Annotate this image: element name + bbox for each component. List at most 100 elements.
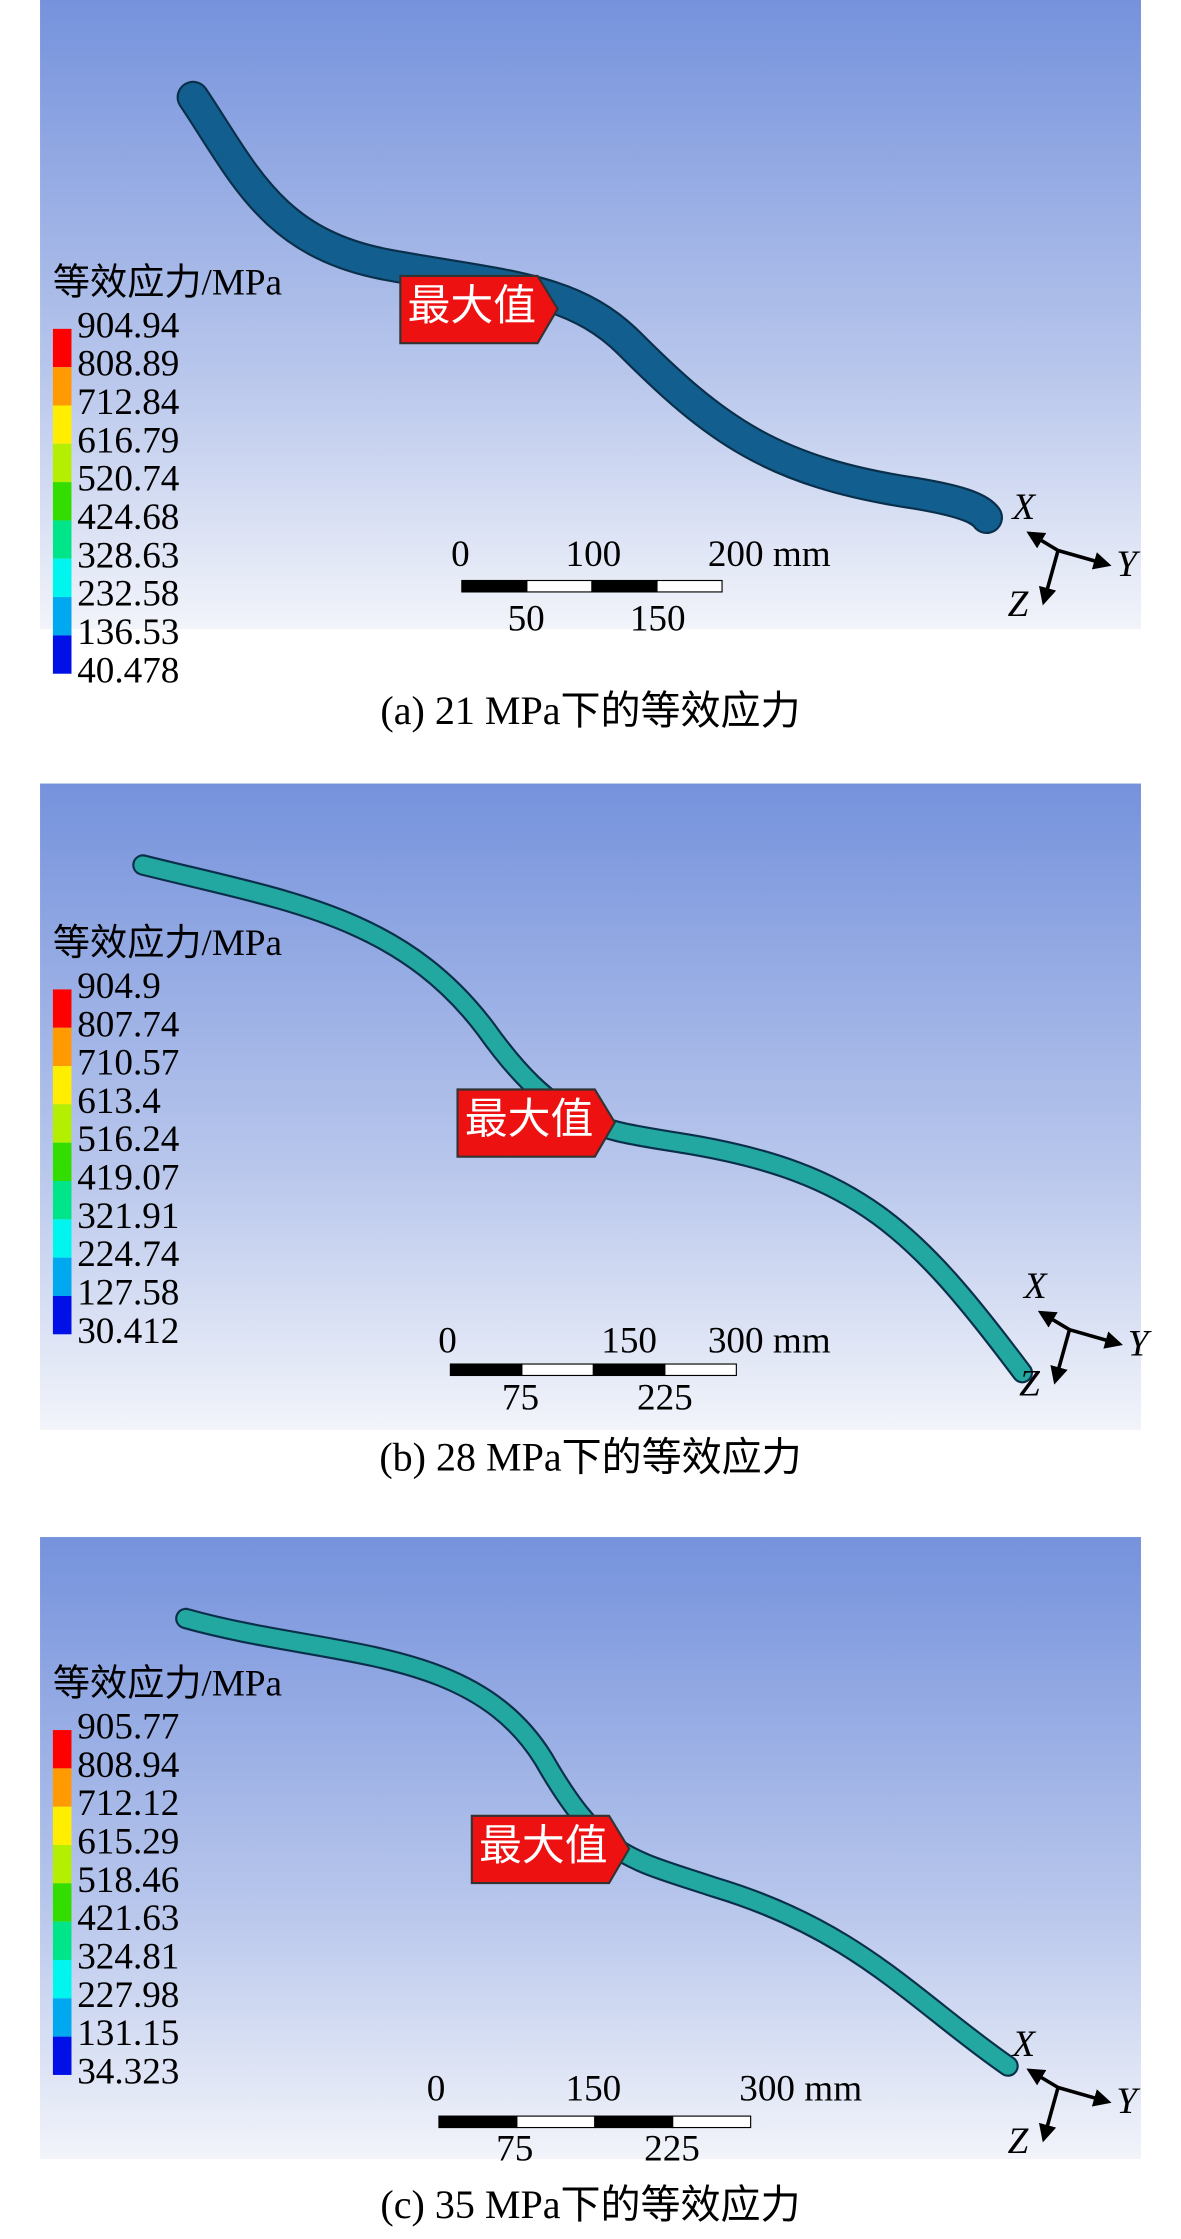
axis-arrow [1026,2068,1059,2090]
legend-band [52,367,72,406]
legend-value: 321.91 [77,1196,179,1237]
legend-value: 712.12 [77,1783,179,1824]
legend-value: 30.412 [77,1311,179,1352]
scale-label: 0 [438,1321,457,1362]
legend-band [52,1921,72,1960]
scale-label: 150 [565,2068,621,2109]
axis-label: X [1010,2024,1036,2065]
legend-value: 616.79 [77,420,179,461]
legend-value: 419.07 [77,1158,179,1199]
panel: 等效应力/MPa904.94808.89712.84616.79520.7442… [40,0,1141,733]
axis-arrow [1057,2085,1112,2107]
axis-arrow [1057,548,1112,570]
scale-segment [594,2115,674,2129]
legend-value: 808.89 [77,344,179,385]
pipe [178,82,1001,532]
scale-segment [438,2115,518,2129]
legend-band [52,1027,72,1067]
legend-band [52,1883,72,1922]
legend-band [52,1295,72,1335]
legend-band [52,1142,72,1182]
scale-label: 50 [508,598,545,639]
legend-band [52,1257,72,1296]
scale-label: 300 mm [739,2068,862,2109]
legend-band [52,1181,72,1220]
legend-band [52,2036,72,2075]
scale-label: 75 [496,2128,533,2169]
scale-segment [672,2115,752,2129]
legend-band [52,328,72,368]
panel: 等效应力/MPa905.77808.94712.12615.29518.4642… [40,1537,1141,2227]
scale-segment [592,1363,666,1377]
scale-segment [461,579,528,593]
axis-label: Z [1008,2121,1029,2162]
legend-value: 904.94 [77,305,179,346]
legend-band [52,1066,72,1105]
legend-value: 328.63 [77,535,179,576]
callout-label: 最大值 [408,283,537,330]
axis-arrow [1037,1310,1071,1332]
legend-band [52,1959,72,1999]
scale-segment [516,2115,596,2129]
legend-band [52,1219,72,1258]
legend-value: 224.74 [77,1234,179,1275]
scale-label: 200 mm [708,534,831,575]
legend-value: 613.4 [77,1081,161,1122]
legend-value: 421.63 [77,1898,179,1939]
scale-label: 100 [565,534,621,575]
legend-value: 710.57 [77,1043,179,1084]
legend-band [52,989,72,1028]
scale-segment [591,579,658,593]
callout-box [456,1088,617,1158]
caption: (a) 21 MPa下的等效应力 [380,688,800,733]
axis-label: Z [1008,584,1029,625]
scale-label: 150 [630,598,686,639]
scale-label: 75 [502,1378,539,1419]
axis-label: Z [1019,1363,1040,1404]
scale-label: 300 mm [708,1321,831,1362]
axis-arrow [1038,549,1060,606]
legend-value: 131.15 [77,2013,179,2054]
legend-value: 40.478 [77,650,179,691]
legend-band [52,443,72,483]
legend-band [52,1845,72,1884]
figure-body: 等效应力/MPa904.94808.89712.84616.79520.7442… [40,0,1152,2227]
legend-value: 424.68 [77,497,179,538]
scale-segment [656,579,723,593]
axis-arrow [1026,531,1059,553]
legend-band [52,405,72,444]
panel: 等效应力/MPa904.9807.74710.57613.4516.24419.… [40,783,1152,1479]
legend-band [52,1768,72,1807]
axis-label: X [1010,487,1036,528]
callout-label: 最大值 [465,1097,594,1144]
legend-band [52,1730,72,1769]
axis-label: X [1022,1266,1048,1307]
legend-value: 905.77 [77,1707,179,1748]
legend-value: 615.29 [77,1822,179,1863]
caption: (b) 28 MPa下的等效应力 [379,1434,801,1479]
legend-value: 807.74 [77,1004,179,1045]
legend-title: 等效应力/MPa [53,261,282,303]
scale-label: 0 [427,2068,446,2109]
legend-band [52,635,72,674]
scale-segment [526,579,593,593]
axis-arrow [1050,1329,1072,1385]
legend-value: 516.24 [77,1119,179,1160]
legend-band [52,558,72,598]
legend-value: 904.9 [77,966,161,1007]
legend-value: 34.323 [77,2051,179,2092]
scale-segment [449,1363,523,1377]
legend-value: 127.58 [77,1273,179,1314]
scale-segment [521,1363,594,1377]
scale-label: 225 [637,1378,693,1419]
axis-label: Y [1116,2081,1140,2122]
legend-value: 232.58 [77,574,179,615]
legend-value: 227.98 [77,1975,179,2016]
callout-box [399,274,559,345]
scale-label: 150 [601,1321,657,1362]
axis-label: Y [1116,544,1140,585]
scale-label: 225 [644,2128,700,2169]
legend-value: 518.46 [77,1860,179,1901]
legend-band [52,520,72,559]
